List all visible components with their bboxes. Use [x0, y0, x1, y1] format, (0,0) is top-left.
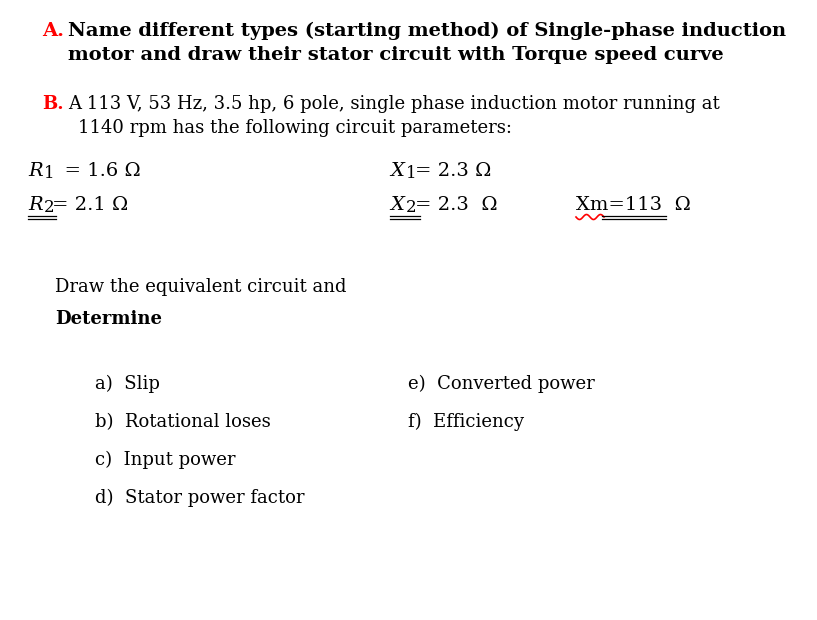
Text: 1: 1 [44, 165, 55, 182]
Text: X: X [390, 196, 404, 214]
Text: c)  Input power: c) Input power [95, 451, 235, 469]
Text: f)  Efficiency: f) Efficiency [408, 413, 524, 432]
Text: 1140 rpm has the following circuit parameters:: 1140 rpm has the following circuit param… [78, 119, 512, 137]
Text: Xm=113  Ω: Xm=113 Ω [576, 196, 691, 214]
Text: 2: 2 [406, 199, 417, 216]
Text: Draw the equivalent circuit and: Draw the equivalent circuit and [55, 278, 346, 296]
Text: d)  Stator power factor: d) Stator power factor [95, 489, 305, 507]
Text: = 2.3  Ω: = 2.3 Ω [415, 196, 498, 214]
Text: motor and draw their stator circuit with Torque speed curve: motor and draw their stator circuit with… [68, 46, 724, 64]
Text: B.: B. [42, 95, 64, 113]
Text: Determine: Determine [55, 310, 162, 328]
Text: = 2.3 Ω: = 2.3 Ω [415, 162, 491, 180]
Text: 2: 2 [44, 199, 55, 216]
Text: a)  Slip: a) Slip [95, 375, 160, 393]
Text: Name different types (starting method) of Single-phase induction: Name different types (starting method) o… [68, 22, 786, 40]
Text: 1: 1 [406, 165, 417, 182]
Text: = 2.1 Ω: = 2.1 Ω [52, 196, 128, 214]
Text: A 113 V, 53 Hz, 3.5 hp, 6 pole, single phase induction motor running at: A 113 V, 53 Hz, 3.5 hp, 6 pole, single p… [68, 95, 720, 113]
Text: = 1.6 Ω: = 1.6 Ω [52, 162, 141, 180]
Text: R: R [28, 196, 42, 214]
Text: X: X [390, 162, 404, 180]
Text: A.: A. [42, 22, 64, 40]
Text: e)  Converted power: e) Converted power [408, 375, 595, 393]
Text: R: R [28, 162, 42, 180]
Text: b)  Rotational loses: b) Rotational loses [95, 413, 270, 431]
